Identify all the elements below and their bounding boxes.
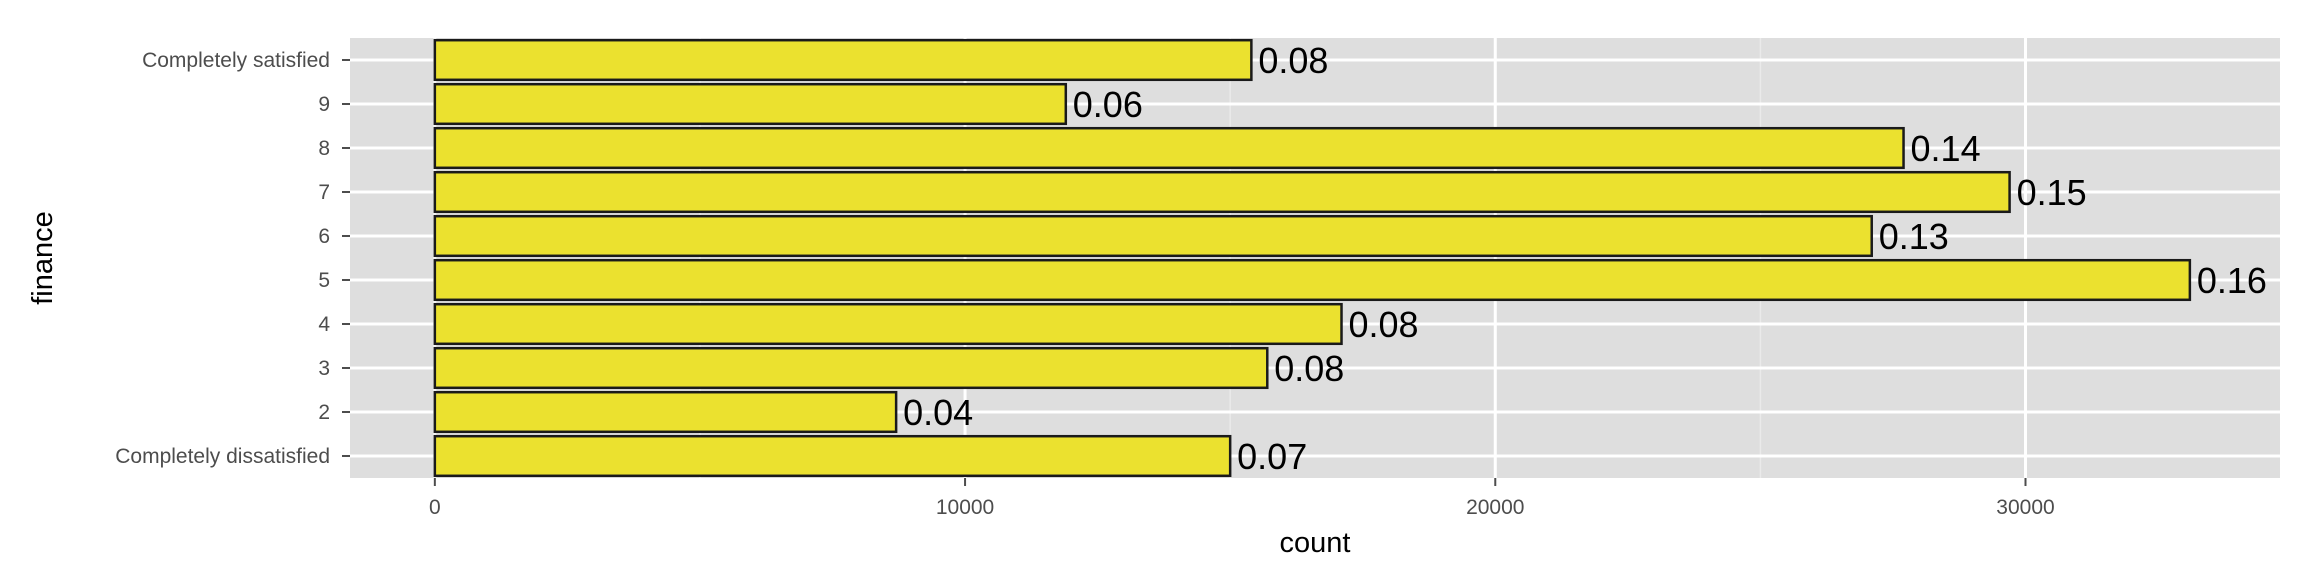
bar-value-label: 0.13 (1879, 216, 1949, 257)
bars (433, 38, 2192, 478)
y-tick-label: Completely dissatisfied (115, 445, 330, 468)
bar (433, 82, 1068, 126)
bar-value-label: 0.08 (1274, 348, 1344, 389)
y-axis: Completely dissatisfied 2 3 4 5 6 7 8 9 Completel… (115, 49, 350, 468)
x-tick-label: 20000 (1466, 496, 1524, 519)
bar (433, 302, 1343, 346)
bar (433, 346, 1269, 390)
bar (433, 390, 898, 434)
y-tick-label: 5 (318, 269, 330, 292)
x-tick-label: 0 (429, 496, 441, 519)
bar (433, 434, 1232, 478)
bar-value-label: 0.08 (1349, 304, 1419, 345)
bar-value-label: 0.07 (1237, 436, 1307, 477)
y-tick-label: 8 (318, 137, 330, 160)
y-tick-label: Completely satisfied (142, 49, 330, 72)
x-tick-label: 30000 (1996, 496, 2054, 519)
x-axis: 0 10000 20000 30000 (429, 478, 2055, 519)
y-tick-label: 4 (318, 313, 330, 336)
y-axis-title: finance (27, 211, 59, 305)
bar-labels: 0.070.040.080.080.160.130.150.140.060.08 (903, 40, 2267, 477)
bar-value-label: 0.14 (1911, 128, 1981, 169)
bar-value-label: 0.15 (2017, 172, 2087, 213)
y-tick-label: 2 (318, 401, 330, 424)
bar-value-label: 0.08 (1258, 40, 1328, 81)
x-tick-label: 10000 (936, 496, 994, 519)
bar (433, 214, 1873, 258)
bar (433, 170, 2011, 214)
bar-value-label: 0.04 (903, 392, 973, 433)
bar-value-label: 0.16 (2197, 260, 2267, 301)
bar (433, 126, 1905, 170)
x-axis-title: count (1280, 527, 1351, 559)
y-tick-label: 6 (318, 225, 330, 248)
y-tick-label: 9 (318, 93, 330, 116)
bar (433, 38, 1253, 82)
bar-value-label: 0.06 (1073, 84, 1143, 125)
bar (433, 258, 2192, 302)
y-tick-label: 3 (318, 357, 330, 380)
y-tick-label: 7 (318, 181, 330, 204)
